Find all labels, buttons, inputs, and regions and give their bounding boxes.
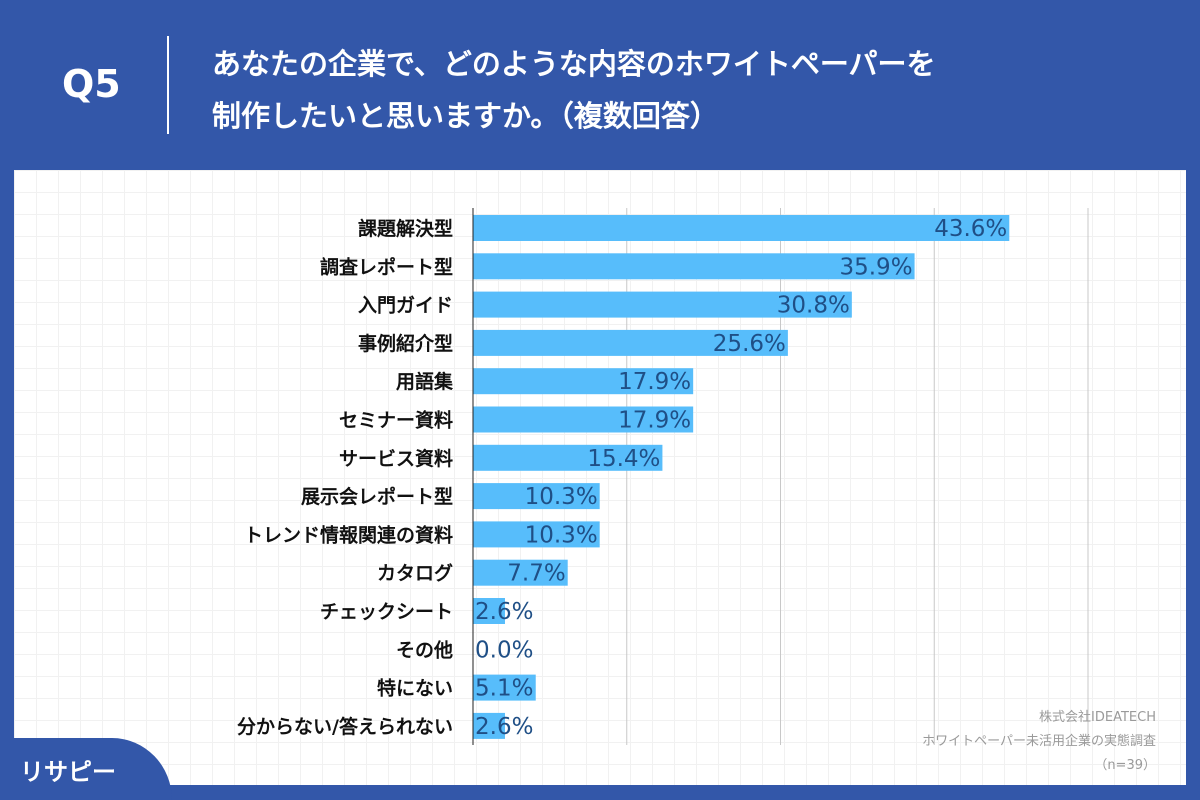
bar <box>473 674 536 701</box>
data-label: 2.6% <box>475 714 533 740</box>
bar <box>473 712 505 739</box>
logo: リサピー <box>0 738 172 800</box>
category-label: その他 <box>396 638 453 661</box>
category-label: 入門ガイド <box>358 295 453 317</box>
credit: 株式会社IDEATECH ホワイトペーパー未活用企業の実態調査 （n=39） <box>922 706 1156 778</box>
bar <box>473 215 1010 241</box>
credit-n: （n=39） <box>1094 758 1156 773</box>
category-label: 課題解決型 <box>358 217 453 240</box>
bar <box>473 521 600 548</box>
data-label: 7.7% <box>507 561 565 587</box>
category-label: トレンド情報関連の資料 <box>244 523 453 546</box>
bar <box>473 444 663 471</box>
category-label: 事例紹介型 <box>358 332 453 355</box>
credit-survey: ホワイトペーパー未活用企業の実態調査 <box>922 734 1156 749</box>
data-label: 0.0% <box>475 637 533 663</box>
data-label: 5.1% <box>475 676 533 702</box>
category-label: 用語集 <box>396 370 454 393</box>
data-label: 43.6% <box>934 216 1007 242</box>
data-label: 17.9% <box>618 408 691 434</box>
title-line-1: あなたの企業で、どのような内容のホワイトペーパーを <box>212 47 936 81</box>
category-label: セミナー資料 <box>339 409 453 432</box>
category-label: サービス資料 <box>339 447 453 470</box>
divider <box>167 36 169 134</box>
category-label: チェックシート <box>320 601 453 623</box>
data-label: 17.9% <box>618 369 691 395</box>
category-label: 調査レポート型 <box>320 255 453 278</box>
bar <box>473 406 694 433</box>
logo-text: リサピー <box>20 758 116 786</box>
bar <box>473 483 600 510</box>
data-label: 35.9% <box>839 254 912 280</box>
bar <box>473 329 788 356</box>
data-label: 10.3% <box>525 522 598 548</box>
category-label: 展示会レポート型 <box>301 485 453 508</box>
credit-company: 株式会社IDEATECH <box>1039 710 1156 725</box>
bar <box>473 253 915 280</box>
bar <box>473 291 852 318</box>
category-label: カタログ <box>377 562 453 585</box>
data-label: 15.4% <box>587 446 660 472</box>
category-label: 特にない <box>377 678 453 700</box>
title-line-2: 制作したいと思いますか。（複数回答） <box>212 99 719 133</box>
question-number: Q5 <box>62 62 121 106</box>
data-label: 2.6% <box>475 599 533 625</box>
data-label: 25.6% <box>713 331 786 357</box>
question-title: あなたの企業で、どのような内容のホワイトペーパーを 制作したいと思いますか。（複… <box>212 38 1172 142</box>
bar <box>473 559 568 586</box>
bar <box>473 598 505 624</box>
category-label: 分からない/答えられない <box>237 715 453 738</box>
data-label: 10.3% <box>525 484 598 510</box>
bar <box>473 368 694 395</box>
data-label: 30.8% <box>777 293 850 319</box>
